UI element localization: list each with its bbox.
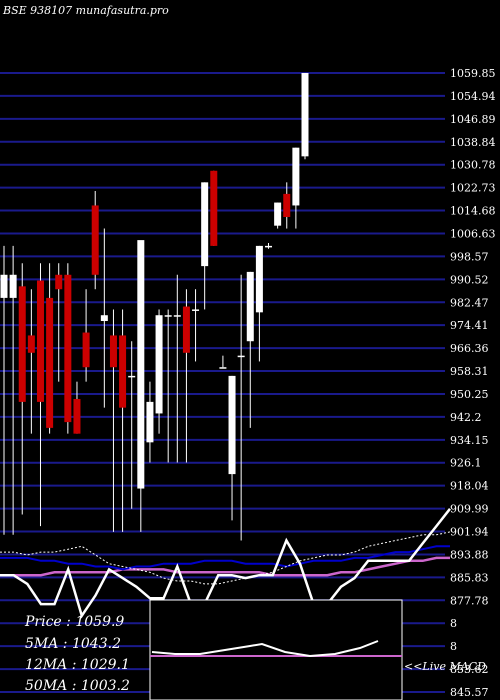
price-value: 1059.9 (75, 614, 125, 630)
y-tick-label: 1014.68 (450, 205, 496, 218)
candle-down (210, 170, 218, 246)
candle-up (137, 240, 145, 489)
candle-down (36, 280, 44, 402)
y-tick-label: 853.62 (450, 663, 489, 676)
y-tick-label: 1030.78 (450, 159, 496, 172)
candle-up (173, 315, 181, 317)
y-tick-label: 982.47 (450, 296, 489, 309)
price-trend-line (0, 508, 451, 619)
y-tick-label: 942.2 (450, 411, 482, 424)
candle-up (237, 355, 245, 358)
candle-up (255, 245, 263, 313)
candle-up (128, 375, 136, 378)
y-tick-label: 966.36 (450, 342, 489, 355)
y-tick-label: 893.88 (450, 548, 489, 561)
candle-down (55, 274, 63, 290)
candle-up (274, 202, 282, 226)
price-label: Price : (25, 614, 71, 630)
y-axis-labels: 1059.85 1054.94 1046.89 1038.84 1030.78 1022.… (450, 67, 496, 699)
ma12-stat: 12MA : 1029.1 (25, 657, 130, 673)
candle-down (18, 286, 26, 402)
y-tick-label: 958.31 (450, 365, 489, 378)
candle-up (292, 147, 300, 206)
candle-up (9, 274, 17, 298)
candle-up (219, 367, 227, 369)
moving-average-lines (0, 508, 451, 619)
y-tick-label: 909.99 (450, 503, 489, 516)
ma12-value: 1029.1 (80, 657, 130, 673)
candle-down (46, 297, 54, 428)
y-tick-label: 950.25 (450, 388, 489, 401)
candlesticks (0, 73, 309, 541)
y-tick-label: 990.52 (450, 273, 489, 286)
ma-blue-line (0, 545, 450, 571)
candle-up (201, 182, 209, 267)
ma5-label: 5MA : (25, 636, 68, 652)
y-tick-label: 1059.85 (450, 67, 496, 80)
chart-title: BSE 938107 munafasutra.pro (3, 4, 169, 17)
ma-purple-line (0, 556, 450, 577)
candle-down (91, 205, 99, 275)
ma12-label: 12MA : (25, 657, 77, 673)
y-tick-label: 845.57 (450, 686, 489, 699)
candle-down (64, 274, 72, 423)
y-tick-label: 1006.63 (450, 227, 496, 240)
ma50-stat: 50MA : 1003.2 (25, 678, 130, 694)
ma-white-dotted-line (0, 531, 451, 585)
macd-panel (149, 599, 403, 700)
ma5-stat: 5MA : 1043.2 (25, 636, 121, 652)
y-tick-label: 974.41 (450, 319, 489, 332)
candle-up (246, 271, 254, 342)
candle-up (265, 245, 273, 248)
y-tick-label: 926.1 (450, 457, 482, 470)
candle-up (192, 309, 200, 311)
candle-up (100, 315, 108, 321)
y-tick-label: 901.94 (450, 526, 489, 539)
candle-up (301, 73, 309, 157)
candle-down (119, 335, 127, 408)
y-tick-label: 1054.94 (450, 90, 496, 103)
y-tick-label: 1022.73 (450, 182, 496, 195)
y-tick-label: 8 (450, 617, 457, 630)
ma50-value: 1003.2 (80, 678, 130, 694)
y-tick-label: 1038.84 (450, 136, 496, 149)
candle-down (27, 335, 35, 353)
ma50-label: 50MA : (25, 678, 77, 694)
y-tick-label: 918.04 (450, 480, 489, 493)
candle-down (109, 335, 117, 368)
candle-down (73, 398, 81, 434)
candle-down (82, 332, 90, 368)
price-stat: Price : 1059.9 (25, 614, 124, 630)
candle-up (146, 401, 154, 443)
ma5-value: 1043.2 (71, 636, 121, 652)
candle-up (164, 315, 172, 317)
candle-up (0, 274, 8, 298)
y-tick-label: 877.78 (450, 594, 489, 607)
y-tick-label: 1046.89 (450, 113, 496, 126)
y-tick-label: 998.57 (450, 250, 489, 263)
y-tick-label: 885.83 (450, 571, 489, 584)
candle-down (283, 193, 291, 218)
candle-up (155, 315, 163, 414)
candle-down (182, 306, 190, 353)
y-tick-label: 8 (450, 640, 457, 653)
macd-label: <<Live MACD (404, 660, 486, 673)
macd-line (151, 640, 379, 658)
y-tick-label: 934.15 (450, 434, 489, 447)
candle-up (228, 375, 236, 475)
